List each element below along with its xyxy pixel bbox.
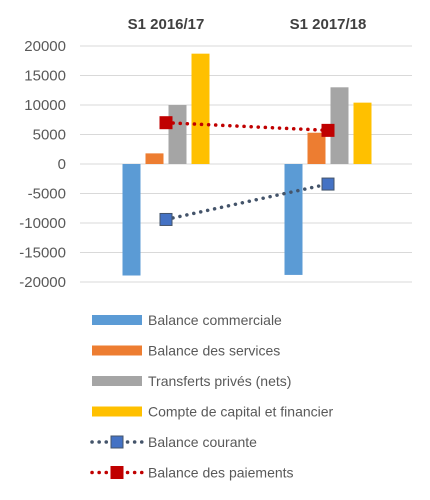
category-label: S1 2016/17	[128, 16, 205, 33]
bar	[122, 164, 141, 276]
bar	[353, 102, 372, 164]
y-tick-label: 15000	[24, 68, 66, 85]
legend-marker	[110, 435, 124, 449]
legend-marker	[110, 466, 124, 479]
category-label: S1 2017/18	[290, 16, 367, 33]
y-tick-label: 10000	[24, 97, 66, 114]
legend-label: Balance courante	[148, 434, 257, 450]
legend-swatch	[92, 376, 142, 386]
y-tick-label: -20000	[19, 274, 66, 291]
y-tick-label: 0	[58, 156, 66, 173]
legend-label: Compte de capital et financier	[148, 404, 334, 420]
y-tick-label: 20000	[24, 38, 66, 55]
bar	[284, 164, 303, 275]
bar	[307, 132, 326, 164]
legend-swatch	[92, 406, 142, 417]
bar	[168, 105, 187, 164]
legend-label: Transferts privés (nets)	[148, 373, 291, 389]
y-tick-label: -15000	[19, 245, 66, 262]
y-tick-label: -5000	[28, 186, 66, 203]
bar	[330, 87, 349, 164]
legend-label: Balance des services	[148, 343, 280, 359]
line-point	[159, 212, 173, 226]
y-tick-label: -10000	[19, 215, 66, 232]
series-line	[164, 182, 330, 222]
legend-swatch	[92, 315, 142, 325]
lines	[159, 116, 335, 226]
legend: Balance commerciale Balance des services T…	[90, 312, 334, 481]
bar	[191, 53, 210, 164]
legend-swatch	[92, 345, 142, 356]
line-point	[321, 123, 335, 137]
line-point	[321, 177, 335, 191]
bar	[145, 153, 164, 164]
legend-label: Balance commerciale	[148, 312, 282, 328]
legend-label: Balance des paiements	[148, 465, 294, 481]
bars	[122, 53, 372, 276]
series-line	[164, 120, 330, 133]
category-labels: S1 2016/17 S1 2017/18	[128, 16, 367, 33]
y-axis: 20000 15000 10000 5000 0 -5000 -10000 -15000 -20…	[19, 38, 66, 291]
line-point	[159, 116, 173, 130]
y-tick-label: 5000	[33, 127, 66, 144]
